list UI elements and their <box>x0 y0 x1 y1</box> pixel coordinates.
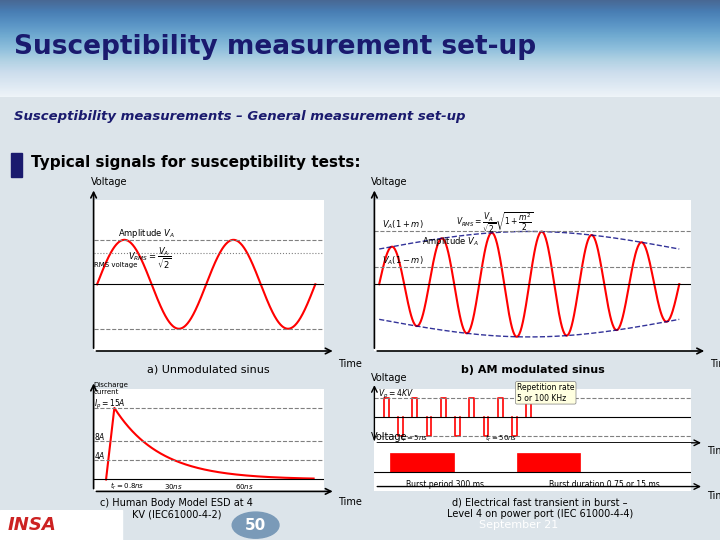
Text: $4A$: $4A$ <box>94 450 105 461</box>
Text: Time: Time <box>707 491 720 502</box>
Text: $V_A(1+m)$: $V_A(1+m)$ <box>382 218 423 231</box>
Text: INSA: INSA <box>7 516 56 534</box>
Text: c) Human Body Model ESD at 4
KV (IEC61000-4-2): c) Human Body Model ESD at 4 KV (IEC6100… <box>100 498 253 519</box>
Text: Time: Time <box>707 446 720 456</box>
Text: RMS voltage: RMS voltage <box>94 262 138 268</box>
Text: Discharge
current: Discharge current <box>94 382 128 395</box>
Text: Amplitude $V_A$: Amplitude $V_A$ <box>118 227 175 240</box>
Text: Voltage: Voltage <box>372 373 408 383</box>
Text: $t_r=5ns$: $t_r=5ns$ <box>400 433 428 444</box>
Text: $t_r=0.8ns$: $t_r=0.8ns$ <box>110 481 145 492</box>
Text: Repetition rate
5 or 100 KHz: Repetition rate 5 or 100 KHz <box>517 383 575 402</box>
Text: Burst period 300 ms: Burst period 300 ms <box>406 480 484 489</box>
Text: Voltage: Voltage <box>91 177 127 187</box>
Text: Time: Time <box>338 497 361 507</box>
Bar <box>11 152 22 177</box>
Bar <box>390 453 454 472</box>
Text: $8A$: $8A$ <box>94 431 105 442</box>
Text: $t_r=50ns$: $t_r=50ns$ <box>485 433 518 444</box>
Ellipse shape <box>232 512 279 538</box>
Text: Voltage: Voltage <box>372 433 408 442</box>
Text: b) AM modulated sinus: b) AM modulated sinus <box>461 365 605 375</box>
Text: September 21: September 21 <box>479 520 558 530</box>
Text: Amplitude $V_A$: Amplitude $V_A$ <box>422 235 479 248</box>
Text: a) Unmodulated sinus: a) Unmodulated sinus <box>148 365 270 375</box>
Text: $V_{RMS}=\dfrac{V_A}{\sqrt{2}}\sqrt{1+\dfrac{m^2}{2}}$: $V_{RMS}=\dfrac{V_A}{\sqrt{2}}\sqrt{1+\d… <box>456 210 534 235</box>
Text: $30ns$: $30ns$ <box>164 482 183 491</box>
Text: d) Electrical fast transient in burst –
Level 4 on power port (IEC 61000-4-4): d) Electrical fast transient in burst – … <box>447 498 633 519</box>
Text: $I_p=15A$: $I_p=15A$ <box>94 399 125 411</box>
Text: $V_A(1-m)$: $V_A(1-m)$ <box>382 255 423 267</box>
Text: Burst duration 0.75 or 15 ms: Burst duration 0.75 or 15 ms <box>549 480 660 489</box>
Text: Typical signals for susceptibility tests:: Typical signals for susceptibility tests… <box>31 155 361 170</box>
Text: Susceptibility measurement set-up: Susceptibility measurement set-up <box>14 33 536 59</box>
Text: Susceptibility measurements – General measurement set-up: Susceptibility measurements – General me… <box>14 110 466 123</box>
Text: Time: Time <box>710 359 720 369</box>
Text: $V_{RMS} = \dfrac{V_A}{\sqrt{2}}$: $V_{RMS} = \dfrac{V_A}{\sqrt{2}}$ <box>128 246 172 272</box>
Bar <box>517 453 580 472</box>
Bar <box>0 510 122 540</box>
Text: Voltage: Voltage <box>372 177 408 187</box>
Text: $60ns$: $60ns$ <box>235 482 253 491</box>
Text: $V_p=4KV$: $V_p=4KV$ <box>377 388 413 401</box>
Text: 50: 50 <box>245 518 266 532</box>
Text: Time: Time <box>338 359 361 369</box>
